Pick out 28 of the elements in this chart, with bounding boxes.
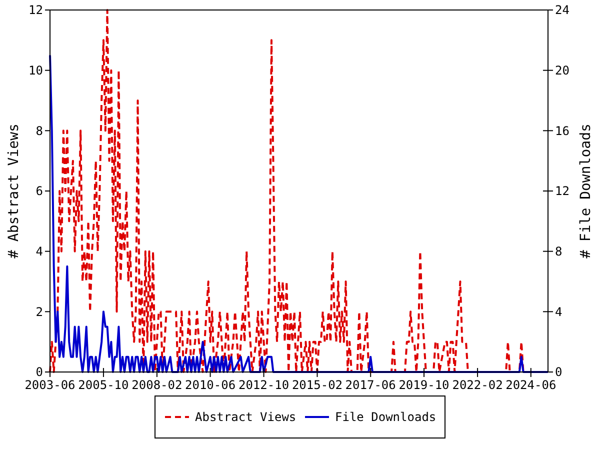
x-tick-label: 2019-10 — [398, 378, 450, 392]
y-tick-label: 2 — [36, 304, 43, 319]
x-tick-label: 2003-06 — [24, 378, 76, 392]
x-tick-label: 2017-06 — [345, 378, 396, 392]
y2-tick-label: 20 — [555, 64, 570, 78]
y2-tick-label: 4 — [555, 304, 562, 319]
y2-tick-label: 16 — [555, 124, 570, 138]
y-axis-title: # Abstract Views — [6, 124, 22, 258]
x-tick-label: 2010-06 — [185, 378, 236, 392]
y-tick-label: 4 — [36, 244, 43, 259]
x-tick-label: 2012-10 — [238, 378, 290, 392]
x-tick-label: 2005-10 — [78, 378, 129, 392]
x-tick-label: 2015-02 — [292, 378, 343, 392]
legend-label: Abstract Views — [195, 410, 296, 424]
y2-tick-label: 24 — [555, 3, 570, 18]
x-tick-label: 2024-06 — [506, 378, 556, 392]
x-tick-label: 2008-02 — [132, 378, 182, 392]
y-tick-label: 10 — [28, 64, 43, 78]
y2-tick-label: 8 — [555, 244, 562, 259]
x-tick-label: 2022-02 — [452, 378, 503, 392]
y-tick-label: 8 — [36, 124, 43, 138]
y2-tick-label: 0 — [555, 365, 562, 380]
y-tick-label: 6 — [36, 184, 43, 198]
y2-tick-label: 12 — [555, 184, 570, 198]
y-tick-label: 12 — [28, 3, 43, 18]
y-tick-label: 0 — [36, 365, 43, 380]
legend-label: File Downloads — [335, 410, 436, 424]
y2-axis-title: # File Downloads — [578, 124, 594, 258]
